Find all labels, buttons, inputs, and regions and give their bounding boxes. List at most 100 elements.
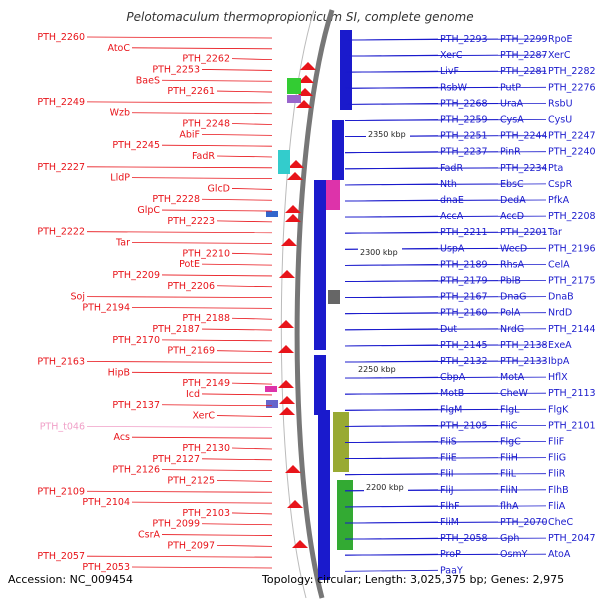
leader-line — [344, 280, 547, 282]
gene-label: PTH_2276 — [548, 82, 596, 93]
leader-line — [344, 231, 547, 234]
leader-line — [344, 569, 439, 572]
leader-line — [344, 167, 547, 170]
gene-label: PTH_2248 — [182, 119, 230, 130]
gene-label: PinR — [500, 147, 521, 158]
leader-line — [131, 112, 273, 115]
gene-label: PTH_2282 — [548, 66, 596, 77]
gene-label: HflX — [548, 372, 568, 383]
leader-line — [344, 328, 547, 331]
gene-label: FlhF — [440, 501, 460, 512]
gene-arrow — [296, 100, 312, 108]
gene-label: CsrA — [138, 530, 160, 541]
leader-line — [344, 183, 547, 186]
gene-label: PTH_2105 — [440, 420, 488, 431]
gene-label: PTH_2227 — [37, 162, 85, 173]
gene-label: RhsA — [500, 259, 525, 270]
gene-label: PTH_2209 — [112, 270, 160, 281]
gene-label: RsbU — [548, 98, 573, 109]
gene-label: Gph — [500, 533, 519, 544]
leader-line — [131, 501, 273, 504]
gene-label: PTH_2170 — [112, 335, 160, 346]
gene-label: AccD — [500, 211, 524, 222]
genome-backbone-arc — [294, 9, 335, 599]
kbp-label: 2300 kbp — [360, 248, 398, 257]
tile — [333, 412, 349, 472]
leader-line — [344, 408, 547, 411]
gene-label: PTH_2053 — [82, 562, 130, 573]
gene-label: NrdG — [500, 324, 524, 335]
gene-label: ExeA — [548, 340, 572, 351]
reverse-strand-genes — [314, 30, 352, 580]
gene-label: MotA — [500, 372, 525, 383]
gene-label: PTH_2189 — [440, 259, 488, 270]
gene-label: PTH_2188 — [182, 313, 230, 324]
leader-line — [216, 415, 273, 417]
gene-label: XerC — [193, 411, 216, 422]
gene-label: GlcD — [207, 183, 230, 194]
gene-label: GlpC — [137, 205, 160, 216]
gene-label: PTH_2253 — [152, 64, 200, 75]
gene-label: Nth — [440, 179, 457, 190]
leader-line — [344, 441, 547, 443]
leader-line — [161, 209, 273, 212]
gene-label: Dut — [440, 324, 457, 335]
kbp-label: 2200 kbp — [366, 483, 404, 492]
kbp-scale: 2350 kbp 2300 kbp 2250 kbp 2200 kbp — [356, 129, 410, 493]
leader-line — [344, 86, 547, 89]
leader-line — [201, 328, 273, 331]
gene-label: Pta — [548, 163, 563, 174]
leader-line — [161, 534, 273, 536]
gene-arrow — [287, 172, 303, 180]
tile — [266, 211, 278, 217]
gene-label: CheW — [500, 388, 528, 399]
gene-label: PTH_2144 — [548, 324, 596, 335]
leader-line — [344, 360, 547, 363]
gene-label: PTH_2057 — [37, 551, 85, 562]
gene-arrow — [288, 160, 304, 168]
gene-label: PTH_2104 — [82, 497, 130, 508]
leader-line — [344, 70, 547, 73]
leader-line — [231, 447, 273, 450]
gene-label: PTH_2299 — [500, 34, 548, 45]
leader-line — [344, 457, 547, 460]
tile — [337, 480, 353, 550]
gene-label: FliR — [548, 469, 566, 480]
leader-line — [161, 79, 273, 82]
gene-label: PTH_2167 — [440, 292, 488, 303]
accession-text: Accession: NC_009454 — [8, 573, 134, 586]
gene-label: PTH_2130 — [182, 443, 230, 454]
gene-label: FliA — [548, 501, 566, 512]
kbp-label-bg — [366, 129, 410, 140]
kbp-label-bg — [364, 482, 408, 493]
tile — [266, 400, 278, 408]
gene-label: Wzb — [110, 108, 130, 119]
leader-line — [201, 133, 273, 136]
leader-line — [86, 490, 273, 493]
gene-label: FliH — [500, 453, 518, 464]
gene-label: PTH_2047 — [548, 533, 596, 544]
leader-line — [344, 392, 547, 395]
genome-inner-arc — [280, 9, 315, 599]
gene-arrow — [279, 270, 295, 278]
leader-line — [344, 473, 547, 476]
gene-label: dnaE — [440, 195, 464, 206]
gene-label: PTH_2179 — [440, 276, 488, 287]
leader-line — [344, 151, 547, 154]
gene-label: FadR — [192, 151, 215, 162]
gene-label: FliL — [500, 469, 517, 480]
leader-line — [344, 537, 547, 540]
gene-label: HipB — [108, 367, 130, 378]
gene-label: OsmY — [500, 549, 528, 560]
leader-line — [86, 361, 273, 363]
genome-title: Pelotomaculum thermopropionicum SI, comp… — [126, 10, 474, 24]
gene-label: PTH_2247 — [548, 131, 596, 142]
gene-label: CysA — [500, 115, 524, 126]
gene-label: PTH_2210 — [182, 248, 230, 259]
leader-line — [344, 54, 547, 57]
gene-label: FliJ — [440, 485, 454, 496]
gene-label: Tar — [115, 238, 130, 249]
gene-label: PotE — [179, 259, 200, 270]
tile — [287, 78, 301, 94]
